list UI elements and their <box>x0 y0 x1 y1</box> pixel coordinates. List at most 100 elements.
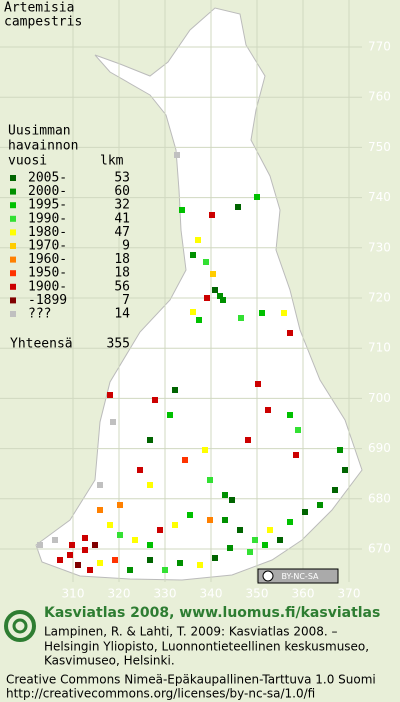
observation-square <box>295 427 301 433</box>
observation-square <box>97 507 103 513</box>
badge-box <box>257 568 339 584</box>
observation-square <box>265 407 271 413</box>
observation-square <box>117 502 123 508</box>
legend-label: 2005- <box>28 171 67 186</box>
legend-label: 1990- <box>28 211 67 226</box>
observation-square <box>177 560 183 566</box>
observation-square <box>254 194 260 200</box>
observation-square <box>87 567 93 573</box>
legend-label: 1900- <box>28 279 67 294</box>
y-grid-label: 760 <box>368 90 391 104</box>
legend-swatch <box>10 202 16 209</box>
legend-heading: havainnon <box>8 139 78 154</box>
logo-ring <box>4 610 36 642</box>
observation-square <box>137 467 143 473</box>
observation-square <box>235 204 241 210</box>
observation-square <box>207 477 213 483</box>
logo-ring <box>12 618 28 634</box>
observation-square <box>337 447 343 453</box>
x-grid-label: 320 <box>108 587 131 601</box>
observation-square <box>190 252 196 258</box>
x-grid-label: 350 <box>246 587 269 601</box>
observation-square <box>97 560 103 566</box>
legend-count: 18 <box>114 266 130 281</box>
species-name: Artemisia <box>4 1 74 16</box>
observation-square <box>97 482 103 488</box>
legend-swatch <box>10 243 16 249</box>
observation-square <box>204 295 210 301</box>
legend-total-label: Yhteensä <box>10 337 73 352</box>
observation-squares <box>37 152 348 573</box>
observation-square <box>222 517 228 523</box>
y-grid-label: 730 <box>368 240 391 254</box>
cc-icon <box>262 570 274 582</box>
legend-swatch <box>10 256 16 263</box>
observation-square <box>179 207 185 213</box>
observation-square <box>287 412 293 418</box>
observation-square <box>147 557 153 563</box>
y-grid-label: 710 <box>368 341 391 355</box>
observation-square <box>247 549 253 555</box>
observation-square <box>277 537 283 543</box>
observation-square <box>255 381 261 387</box>
observation-square <box>117 532 123 538</box>
legend: 2005- 53 2000- 60 1995- 32 1990- 41 1980- 47 1970-… <box>10 171 130 322</box>
observation-square <box>37 542 43 548</box>
observation-square <box>187 512 193 518</box>
observation-square <box>210 271 216 277</box>
y-grid-label: 740 <box>368 190 391 204</box>
observation-square <box>212 555 218 561</box>
observation-square <box>132 537 138 543</box>
y-grid-label: 680 <box>368 491 391 505</box>
observation-square <box>287 330 293 336</box>
legend-count: 60 <box>114 184 130 199</box>
observation-square <box>172 522 178 528</box>
observation-square <box>147 542 153 548</box>
legend-swatch <box>10 297 16 304</box>
legend-swatch <box>10 283 16 290</box>
license-badge: BY-NC-SA <box>257 568 339 584</box>
legend-count: 7 <box>122 293 130 308</box>
legend-swatch <box>10 270 16 277</box>
observation-square <box>182 457 188 463</box>
x-grid-label: 330 <box>154 587 177 601</box>
y-grid-label: 720 <box>368 291 391 305</box>
observation-square <box>238 315 244 321</box>
observation-square <box>172 387 178 393</box>
observation-square <box>267 527 273 533</box>
x-grid-label: 370 <box>338 587 361 601</box>
observation-square <box>110 419 116 425</box>
legend-swatch <box>10 188 16 195</box>
observation-square <box>107 522 113 528</box>
legend-count: 56 <box>114 279 130 294</box>
observation-square <box>67 552 73 558</box>
legend-count: 32 <box>114 198 130 213</box>
legend-swatch <box>10 229 16 236</box>
observation-square <box>237 527 243 533</box>
x-grid-label: 340 <box>200 587 223 601</box>
license: Creative Commons Nimeä-Epäkaupallinen-Ta… <box>6 673 376 687</box>
legend-swatch <box>10 311 16 317</box>
observation-square <box>197 562 203 568</box>
legend-count: 9 <box>122 239 130 254</box>
observation-square <box>92 542 98 548</box>
observation-square <box>162 567 168 573</box>
observation-square <box>82 547 88 553</box>
observation-square <box>196 317 202 323</box>
observation-square <box>127 567 133 573</box>
y-grid-label: 670 <box>368 542 391 556</box>
observation-square <box>259 310 265 316</box>
observation-square <box>195 237 201 243</box>
observation-square <box>147 482 153 488</box>
legend-label: -1899 <box>28 293 67 308</box>
observation-square <box>252 537 258 543</box>
legend-label: 2000- <box>28 184 67 199</box>
observation-square <box>332 487 338 493</box>
observation-square <box>262 542 268 548</box>
y-grid-label: 700 <box>368 391 391 405</box>
legend-label: 1950- <box>28 266 67 281</box>
observation-square <box>207 517 213 523</box>
legend-label: 1970- <box>28 239 67 254</box>
